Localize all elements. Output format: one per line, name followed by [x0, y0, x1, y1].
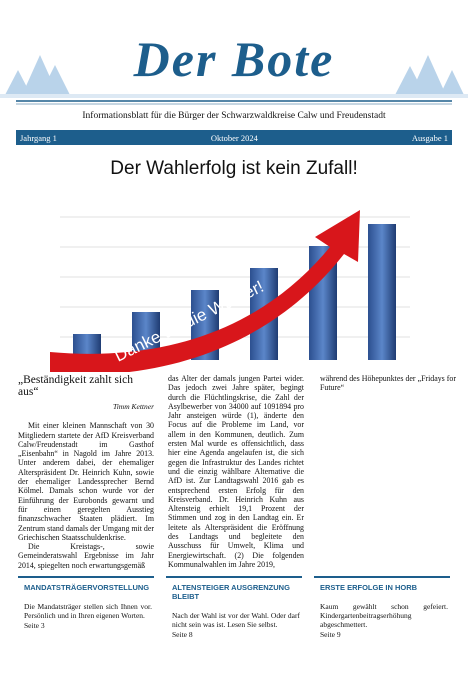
issue: Ausgabe 1	[411, 132, 448, 143]
paragraph: das Alter der damals jungen Partei wider…	[168, 374, 304, 569]
teaser-title: ALTENSTEIGER AUSGRENZUNG BLEIBT	[172, 583, 290, 601]
teaser-text: Kaum gewählt schon gefeiert. Kindergarte…	[320, 602, 448, 629]
teaser-page: Seite 8	[172, 630, 193, 639]
date: Oktober 2024	[210, 132, 258, 143]
teaser-text: Die Mandatsträger stellen sich Ihnen vor…	[24, 602, 152, 620]
teaser-title: ERSTE ERFOLGE IN HORB	[320, 583, 418, 592]
column: während des Höhepunktes der „Fridays for…	[320, 374, 456, 570]
subtitle: Informationsblatt für die Bürger der Sch…	[82, 111, 386, 121]
paragraph: Die Kreistags-, sowie Gemeinderatswahl E…	[18, 542, 154, 570]
teaser-page: Seite 9	[320, 630, 341, 639]
author: Timm Kettner	[112, 402, 154, 411]
illustration: Danke an die Wähler!	[50, 210, 410, 372]
masthead-art	[0, 55, 468, 105]
paragraph: während des Höhepunktes der „Fridays for…	[320, 374, 456, 393]
column: „Beständigkeit zahlt sich aus“ Timm Kett…	[18, 374, 154, 570]
masthead-title: Der Bote	[133, 31, 335, 87]
teaser: MANDATSTRÄGERVORSTELLUNG Die Mandatsträg…	[18, 576, 154, 644]
volume: Jahrgang 1	[20, 132, 57, 143]
issue-bar: Jahrgang 1 Oktober 2024 Ausgabe 1	[16, 130, 452, 145]
article-body: Mit einer kleinen Mannschaft von 30 Mitg…	[18, 421, 154, 570]
teaser: ALTENSTEIGER AUSGRENZUNG BLEIBT Nach der…	[166, 576, 302, 644]
headline: Der Wahlerfolg ist kein Zufall!	[110, 158, 358, 179]
article-heading: „Beständigkeit zahlt sich aus“	[18, 374, 133, 398]
teaser-page: Seite 3	[24, 621, 45, 630]
teaser: ERSTE ERFOLGE IN HORB Kaum gewählt schon…	[314, 576, 450, 644]
teaser-title: MANDATSTRÄGERVORSTELLUNG	[24, 583, 150, 592]
column: das Alter der damals jungen Partei wider…	[168, 374, 304, 570]
teaser-text: Nach der Wahl ist vor der Wahl. Oder dar…	[172, 611, 300, 629]
paragraph: Mit einer kleinen Mannschaft von 30 Mitg…	[18, 421, 154, 542]
